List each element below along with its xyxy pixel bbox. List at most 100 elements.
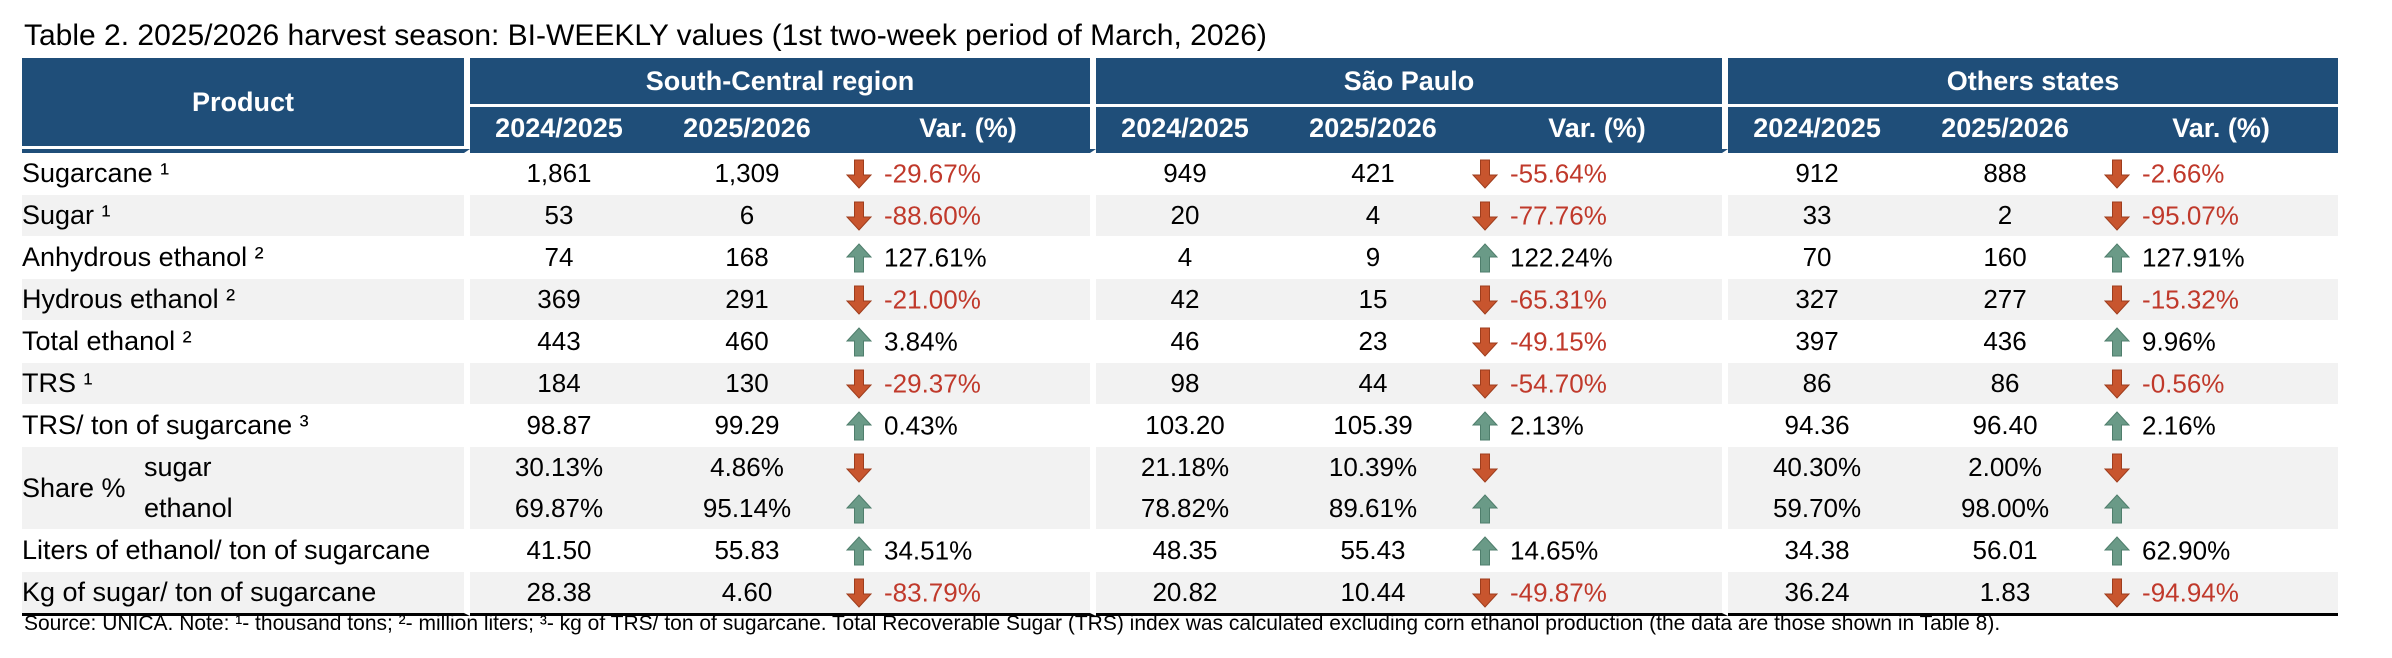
arrow-down-icon	[2104, 201, 2131, 232]
arrow-up-icon	[846, 536, 872, 566]
value-2025-2026: 98.00%	[1906, 488, 2105, 529]
value-2025-2026: 421	[1274, 149, 1472, 194]
arrow-down-icon	[1472, 369, 1498, 400]
value-2024-2025: 98.87	[470, 404, 648, 446]
value-2024-2025: 40.30%	[1728, 446, 1907, 488]
variation-cell	[2104, 488, 2339, 529]
value-2024-2025: 53	[470, 194, 648, 236]
table-row: Kg of sugar/ ton of sugarcane 28.38 4.60 -8…	[22, 571, 2339, 616]
variation-cell: -21.00%	[846, 278, 1096, 320]
arrow-down-icon	[1472, 327, 1498, 358]
variation-cell: -0.56%	[2104, 362, 2339, 404]
arrow-up-icon	[2104, 243, 2131, 273]
variation-value: 62.90%	[2142, 535, 2231, 566]
col-header-2024-2025: 2024/2025	[470, 107, 648, 149]
arrow-down-icon	[1472, 578, 1498, 609]
product-name: Liters of ethanol/ ton of sugarcane	[22, 529, 470, 571]
arrow-down-icon	[1472, 453, 1498, 484]
value-2024-2025: 20.82	[1096, 571, 1274, 616]
product-name: Kg of sugar/ ton of sugarcane	[22, 571, 470, 616]
value-2025-2026: 44	[1274, 362, 1472, 404]
variation-value: 14.65%	[1510, 535, 1599, 566]
arrow-up-icon	[1472, 243, 1498, 273]
value-2024-2025: 86	[1728, 362, 1907, 404]
variation-cell: -65.31%	[1472, 278, 1729, 320]
value-2025-2026: 9	[1274, 236, 1472, 278]
variation-value: 34.51%	[884, 535, 973, 566]
value-2025-2026: 436	[1906, 320, 2105, 362]
variation-cell: -49.15%	[1472, 320, 1729, 362]
share-label-cell: Share % sugar ethanol	[22, 446, 470, 529]
arrow-up-icon	[2104, 536, 2131, 566]
col-header-2025-2026: 2025/2026	[648, 107, 846, 149]
value-2024-2025: 949	[1096, 149, 1274, 194]
arrow-up-icon	[2104, 494, 2131, 524]
product-name: Total ethanol ²	[22, 320, 470, 362]
variation-cell: 127.61%	[846, 236, 1096, 278]
arrow-up-icon	[2104, 327, 2131, 357]
col-header-var: Var. (%)	[2104, 107, 2339, 149]
value-2025-2026: 56.01	[1906, 529, 2105, 571]
product-name: TRS ¹	[22, 362, 470, 404]
value-2025-2026: 55.83	[648, 529, 846, 571]
variation-cell: -88.60%	[846, 194, 1096, 236]
arrow-up-icon	[846, 494, 872, 524]
value-2025-2026: 4.60	[648, 571, 846, 616]
value-2024-2025: 78.82%	[1096, 488, 1274, 529]
variation-value: -49.87%	[1510, 577, 1607, 608]
product-name: Sugarcane ¹	[22, 149, 470, 194]
value-2025-2026: 130	[648, 362, 846, 404]
share-row: Share % sugar ethanol 30.13% 4.86% 21.18% 10.3…	[22, 446, 2339, 529]
variation-value: -95.07%	[2142, 200, 2239, 231]
variation-value: 127.91%	[2142, 242, 2245, 273]
arrow-down-icon	[846, 285, 872, 316]
value-2025-2026: 168	[648, 236, 846, 278]
value-2024-2025: 397	[1728, 320, 1907, 362]
arrow-down-icon	[846, 201, 872, 232]
arrow-up-icon	[1472, 536, 1498, 566]
col-header-2025-2026: 2025/2026	[1274, 107, 1472, 149]
variation-cell: -77.76%	[1472, 194, 1729, 236]
arrow-up-icon	[846, 411, 872, 441]
variation-value: -65.31%	[1510, 284, 1607, 315]
variation-cell: 9.96%	[2104, 320, 2339, 362]
variation-value: 2.13%	[1510, 410, 1584, 441]
variation-cell: -29.67%	[846, 149, 1096, 194]
value-2025-2026: 4	[1274, 194, 1472, 236]
variation-value: -29.37%	[884, 368, 981, 399]
variation-cell	[846, 488, 1096, 529]
value-2025-2026: 105.39	[1274, 404, 1472, 446]
variation-cell: 34.51%	[846, 529, 1096, 571]
col-header-var: Var. (%)	[1472, 107, 1729, 149]
value-2025-2026: 23	[1274, 320, 1472, 362]
value-2025-2026: 888	[1906, 149, 2105, 194]
value-2024-2025: 184	[470, 362, 648, 404]
variation-cell	[846, 446, 1096, 488]
variation-value: -94.94%	[2142, 577, 2239, 608]
arrow-up-icon	[1472, 494, 1498, 524]
variation-value: -54.70%	[1510, 368, 1607, 399]
variation-value: -88.60%	[884, 200, 981, 231]
arrow-up-icon	[846, 327, 872, 357]
value-2024-2025: 369	[470, 278, 648, 320]
variation-cell: -2.66%	[2104, 149, 2339, 194]
variation-value: -83.79%	[884, 577, 981, 608]
value-2025-2026: 95.14%	[648, 488, 846, 529]
value-2025-2026: 460	[648, 320, 846, 362]
arrow-up-icon	[1472, 411, 1498, 441]
col-header-var: Var. (%)	[846, 107, 1096, 149]
value-2025-2026: 55.43	[1274, 529, 1472, 571]
table-row: TRS ¹ 184 130 -29.37% 98 44 -54.70% 86 86 -0.56%	[22, 362, 2339, 404]
value-2024-2025: 20	[1096, 194, 1274, 236]
variation-cell: -49.87%	[1472, 571, 1729, 616]
table-row: Anhydrous ethanol ² 74 168 127.61% 4 9 122.24%…	[22, 236, 2339, 278]
value-2024-2025: 70	[1728, 236, 1907, 278]
value-2025-2026: 86	[1906, 362, 2105, 404]
variation-value: 3.84%	[884, 326, 958, 357]
share-label: Share %	[22, 472, 126, 503]
value-2025-2026: 4.86%	[648, 446, 846, 488]
variation-value: -0.56%	[2142, 368, 2225, 399]
variation-cell: 0.43%	[846, 404, 1096, 446]
value-2024-2025: 46	[1096, 320, 1274, 362]
value-2024-2025: 1,861	[470, 149, 648, 194]
